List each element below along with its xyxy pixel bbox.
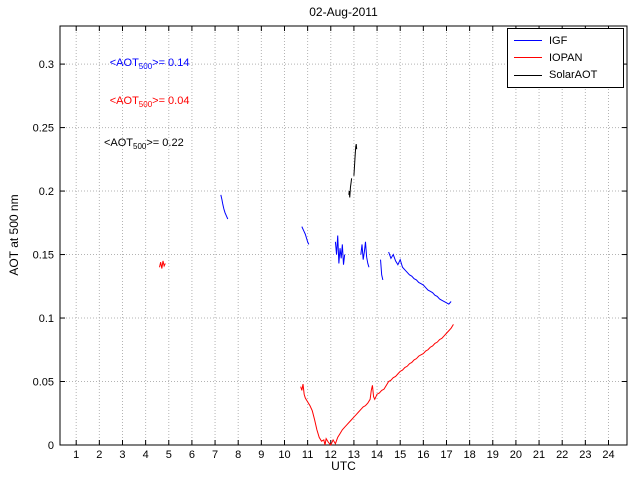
annotation-text: <AOT — [103, 137, 134, 150]
x-tick-labels: 1 2 3 4 5 6 7 8 9 10 11 12 13 14 15 16 17 18 19 20 21 22 23 24 — [73, 449, 614, 461]
legend-label-igf: IGF — [549, 34, 568, 47]
legend: IGF IOPAN SolarAOT — [507, 28, 624, 88]
svg-text:0: 0 — [48, 440, 54, 452]
svg-text:5: 5 — [166, 449, 172, 461]
svg-text:15: 15 — [394, 449, 406, 461]
annotation-text: >= 0.22 — [146, 137, 184, 150]
svg-text:9: 9 — [258, 449, 264, 461]
series-iopan — [159, 260, 454, 446]
legend-label-solaraot: SolarAOT — [549, 69, 598, 82]
annotation-text: <AOT — [109, 95, 139, 108]
svg-text:0.05: 0.05 — [33, 377, 54, 389]
svg-text:20: 20 — [510, 449, 522, 461]
svg-text:3: 3 — [119, 449, 125, 461]
svg-text:6: 6 — [189, 449, 195, 461]
annotation-text: >= 0.14 — [152, 57, 190, 70]
legend-line-sample-igf — [514, 40, 542, 42]
annotation-text: <AOT — [109, 57, 139, 70]
svg-text:18: 18 — [464, 449, 476, 461]
legend-line-sample-solaraot — [514, 74, 542, 76]
svg-text:16: 16 — [417, 449, 429, 461]
y-tick-labels: 0 0.05 0.1 0.15 0.2 0.25 0.3 — [33, 59, 54, 452]
svg-text:21: 21 — [533, 449, 545, 461]
svg-text:10: 10 — [278, 449, 290, 461]
grid — [60, 26, 627, 445]
svg-text:24: 24 — [602, 449, 614, 461]
svg-text:0.1: 0.1 — [39, 313, 54, 325]
mean-aot-annotation-solaraot: <AOT500>= 0.22 — [104, 137, 184, 153]
svg-text:0.25: 0.25 — [33, 123, 54, 135]
svg-text:12: 12 — [325, 449, 337, 461]
svg-text:0.3: 0.3 — [39, 59, 54, 71]
legend-item: IOPAN — [514, 52, 617, 64]
mean-aot-annotation-iopan: <AOT500>= 0.04 — [110, 95, 190, 111]
svg-text:19: 19 — [487, 449, 499, 461]
legend-item: IGF — [514, 35, 617, 47]
svg-text:1: 1 — [73, 449, 79, 461]
svg-text:13: 13 — [348, 449, 360, 461]
svg-text:2: 2 — [96, 449, 102, 461]
series-igf — [220, 194, 452, 305]
legend-label-iopan: IOPAN — [549, 51, 583, 64]
mean-aot-annotation-igf: <AOT500>= 0.14 — [110, 57, 190, 73]
chart-title: 02-Aug-2011 — [309, 5, 378, 19]
svg-text:4: 4 — [143, 449, 149, 461]
annotation-text: >= 0.04 — [152, 95, 190, 108]
legend-item: SolarAOT — [514, 69, 617, 81]
annotation-subscript: 500 — [133, 142, 147, 152]
svg-text:8: 8 — [235, 449, 241, 461]
legend-line-sample-iopan — [514, 57, 542, 59]
svg-text:7: 7 — [212, 449, 218, 461]
svg-text:17: 17 — [440, 449, 452, 461]
svg-text:0.2: 0.2 — [39, 186, 54, 198]
annotation-subscript: 500 — [138, 100, 153, 110]
svg-text:11: 11 — [302, 449, 313, 461]
svg-text:14: 14 — [371, 449, 383, 461]
series-solaraot — [348, 143, 358, 198]
tick-marks — [60, 26, 627, 446]
svg-text:22: 22 — [556, 449, 568, 461]
svg-text:0.15: 0.15 — [33, 250, 54, 262]
svg-text:23: 23 — [579, 449, 591, 461]
axes-box — [59, 25, 628, 446]
annotation-subscript: 500 — [138, 62, 153, 72]
x-axis-label: UTC — [331, 459, 356, 473]
